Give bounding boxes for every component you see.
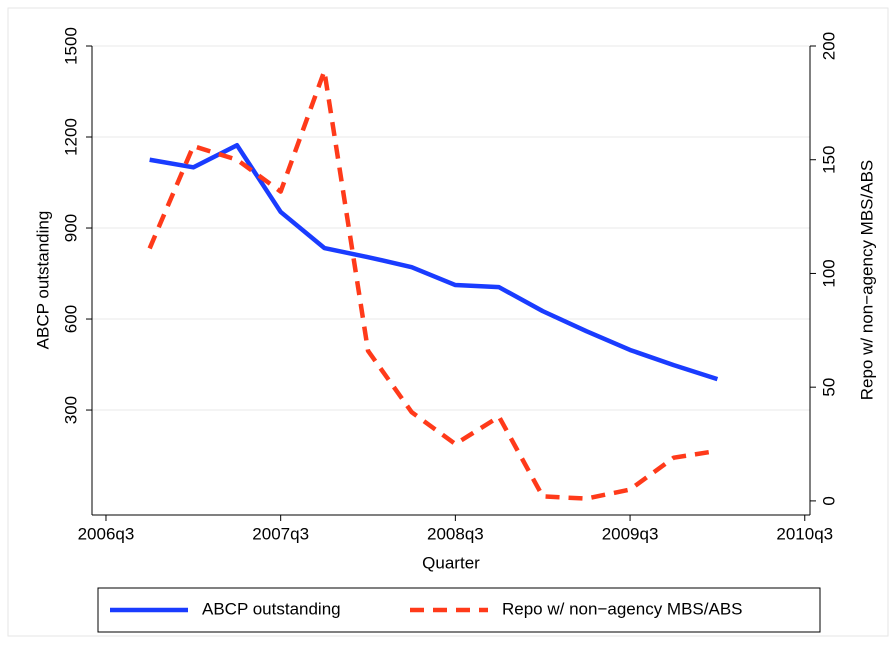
chart-frame bbox=[7, 7, 889, 637]
y2-tick-label: 100 bbox=[819, 259, 838, 287]
y-tick-label: 600 bbox=[61, 305, 80, 333]
y-tick-label: 300 bbox=[61, 396, 80, 424]
x-tick-label: 2007q3 bbox=[252, 524, 309, 543]
legend-label: Repo w/ non−agency MBS/ABS bbox=[502, 599, 743, 618]
y-tick-label: 1500 bbox=[61, 27, 80, 65]
data-line bbox=[149, 142, 719, 382]
y-tick-label: 900 bbox=[61, 214, 80, 242]
x-tick-label: 2010q3 bbox=[776, 524, 833, 543]
x-tick-label: 2009q3 bbox=[602, 524, 659, 543]
data-line bbox=[147, 68, 718, 501]
y-tick-label: 1200 bbox=[61, 118, 80, 156]
x-tick-label: 2008q3 bbox=[427, 524, 484, 543]
x-tick-label: 2006q3 bbox=[78, 524, 135, 543]
y2-tick-label: 50 bbox=[819, 378, 838, 397]
legend-label: ABCP outstanding bbox=[202, 599, 341, 618]
y2-axis-label: Repo w/ non−agency MBS/ABS bbox=[857, 160, 876, 401]
y2-tick-label: 0 bbox=[819, 496, 838, 505]
x-axis-label: Quarter bbox=[422, 553, 480, 572]
y2-tick-label: 200 bbox=[819, 32, 838, 60]
y2-tick-label: 150 bbox=[819, 146, 838, 174]
y-axis-label: ABCP outstanding bbox=[33, 211, 52, 350]
